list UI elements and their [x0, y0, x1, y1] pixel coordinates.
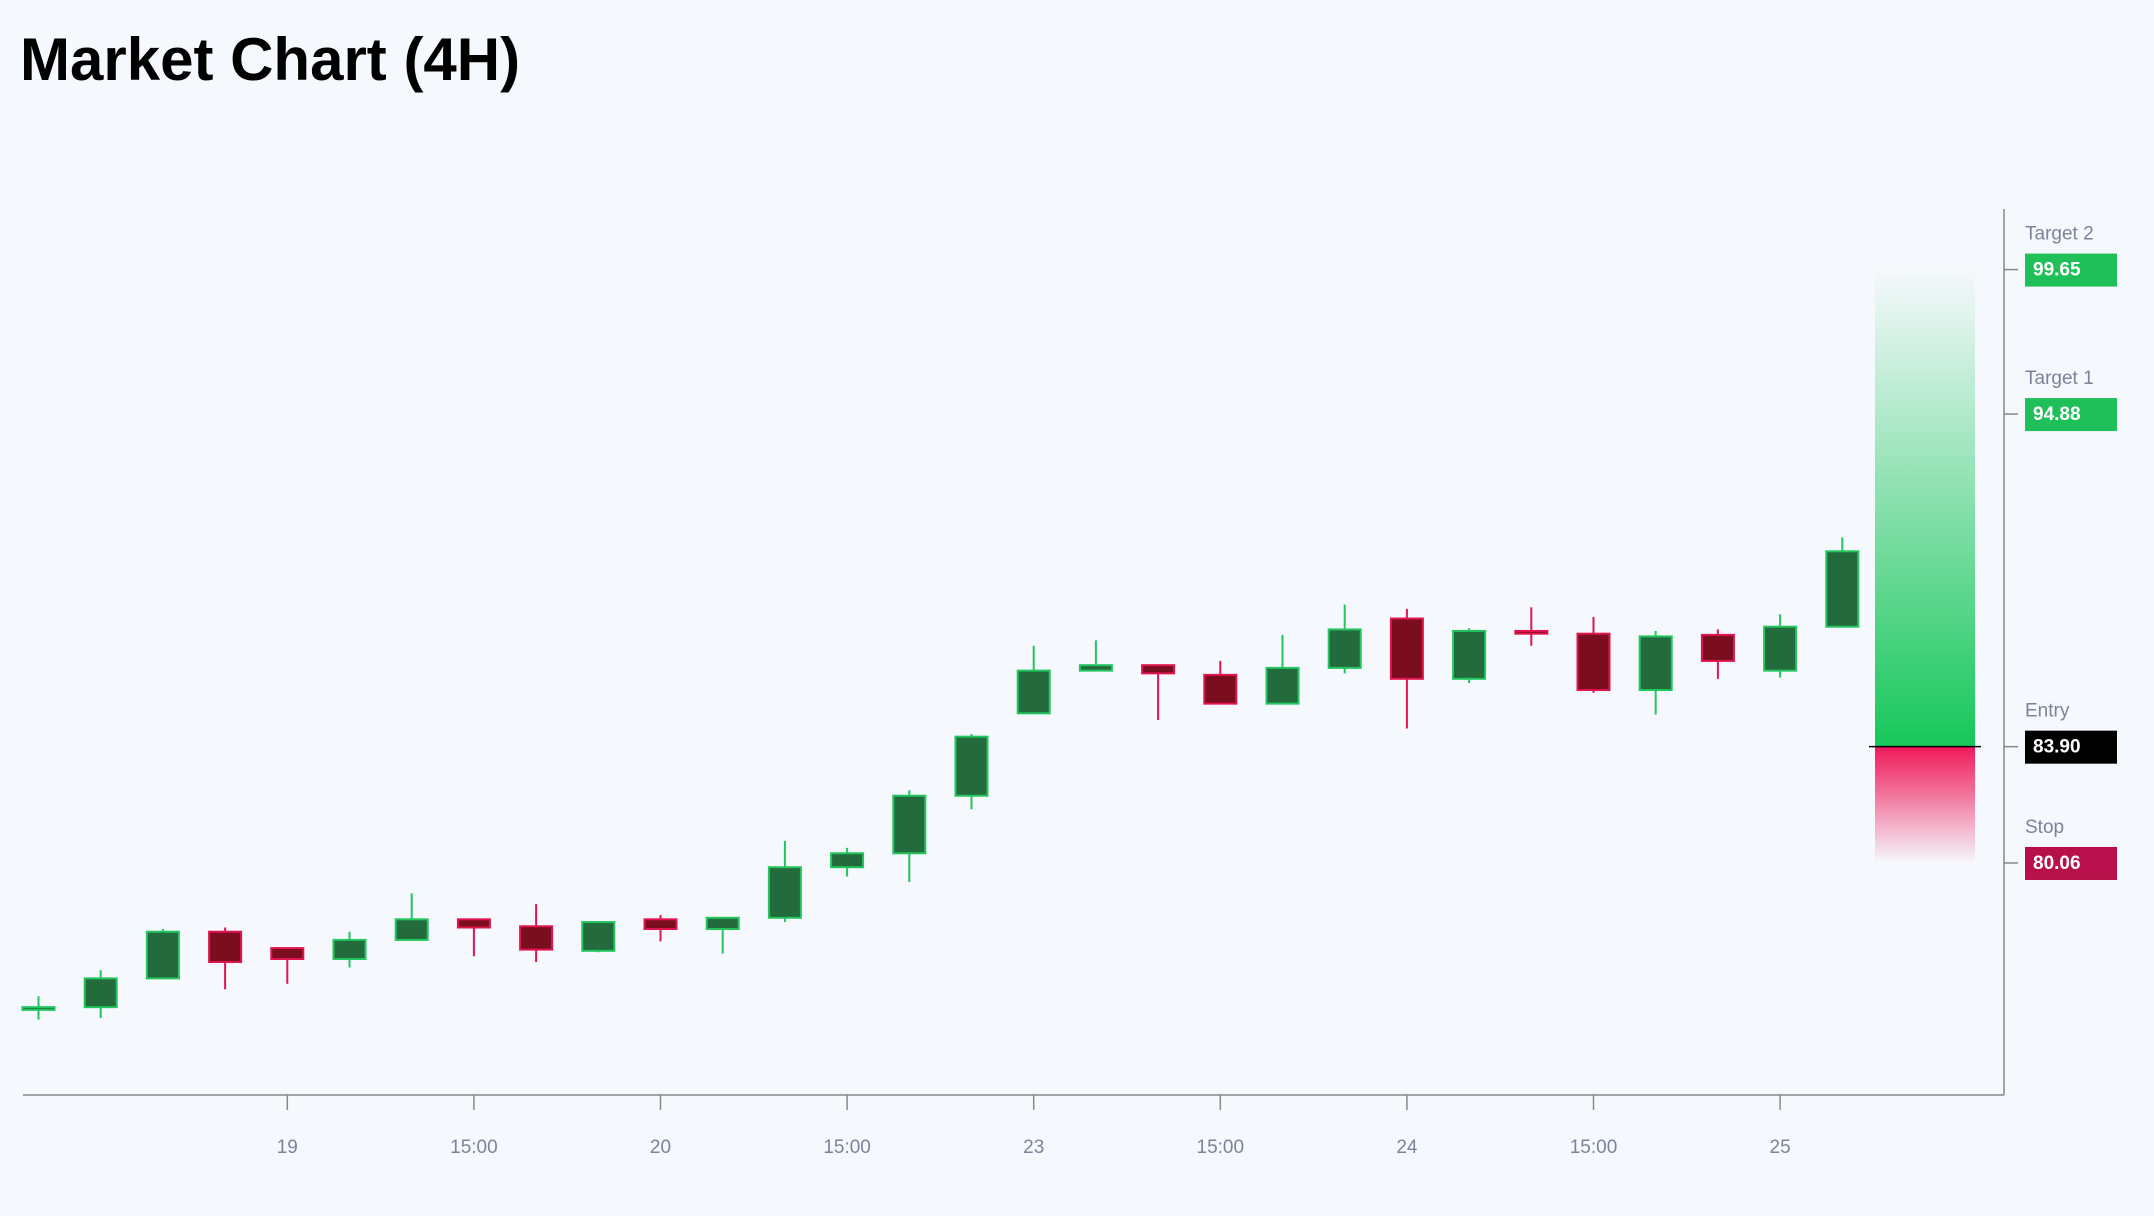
candle-body — [1638, 635, 1673, 692]
candle-body — [1452, 629, 1487, 680]
candle-body — [643, 918, 678, 931]
candle-body — [892, 794, 927, 855]
candle-body — [21, 1006, 56, 1011]
x-tick-label: 23 — [1023, 1137, 1044, 1158]
x-tick-label: 19 — [277, 1137, 298, 1158]
level-name: Target 2 — [2025, 224, 2094, 245]
profit-zone — [1875, 269, 1975, 747]
x-tick-label: 24 — [1396, 1137, 1418, 1158]
candle-body — [1327, 628, 1362, 669]
level-label: 94.88 — [2033, 404, 2081, 425]
candle-body — [767, 866, 802, 919]
candle-body — [1141, 664, 1176, 675]
candle-body — [83, 977, 118, 1009]
candle-body — [519, 925, 554, 951]
level-box — [2025, 253, 2117, 287]
x-tick-label: 15:00 — [450, 1137, 498, 1158]
level-box — [2025, 846, 2117, 880]
loss-zone — [1875, 746, 1975, 863]
level-label: 99.65 — [2033, 260, 2081, 281]
candle-body — [581, 921, 616, 952]
candle-body — [145, 930, 180, 980]
candle-body — [1700, 633, 1735, 662]
x-tick-label: 15:00 — [1570, 1137, 1618, 1158]
candle-body — [1078, 664, 1113, 672]
candle-body — [830, 852, 865, 869]
x-tick-label: 15:00 — [1197, 1137, 1245, 1158]
chart-title: Market Chart (4H) — [20, 26, 520, 93]
level-label: 80.06 — [2033, 853, 2081, 874]
x-tick-label: 15:00 — [823, 1137, 871, 1158]
x-tick-label: 20 — [650, 1137, 671, 1158]
candle-body — [954, 735, 989, 797]
candle-body — [270, 947, 305, 960]
level-box — [2025, 398, 2117, 432]
candle-body — [1576, 632, 1611, 692]
level-box — [2025, 730, 2117, 764]
candle-body — [394, 918, 429, 941]
candle-body — [705, 916, 740, 931]
level-label: 83.90 — [2033, 737, 2081, 758]
candle-body — [1825, 550, 1860, 628]
candle-body — [1514, 629, 1549, 635]
candle-body — [208, 930, 243, 964]
candle-body — [332, 938, 367, 960]
candle-body — [1203, 673, 1238, 705]
candle-body — [1016, 669, 1051, 715]
x-tick-label: 25 — [1770, 1137, 1791, 1158]
candle-body — [1763, 625, 1798, 672]
candle-body — [1389, 617, 1424, 680]
level-name: Stop — [2025, 817, 2064, 838]
candle-body — [456, 918, 491, 929]
candle-body — [1265, 666, 1300, 705]
level-name: Target 1 — [2025, 368, 2094, 389]
level-name: Entry — [2025, 701, 2070, 722]
